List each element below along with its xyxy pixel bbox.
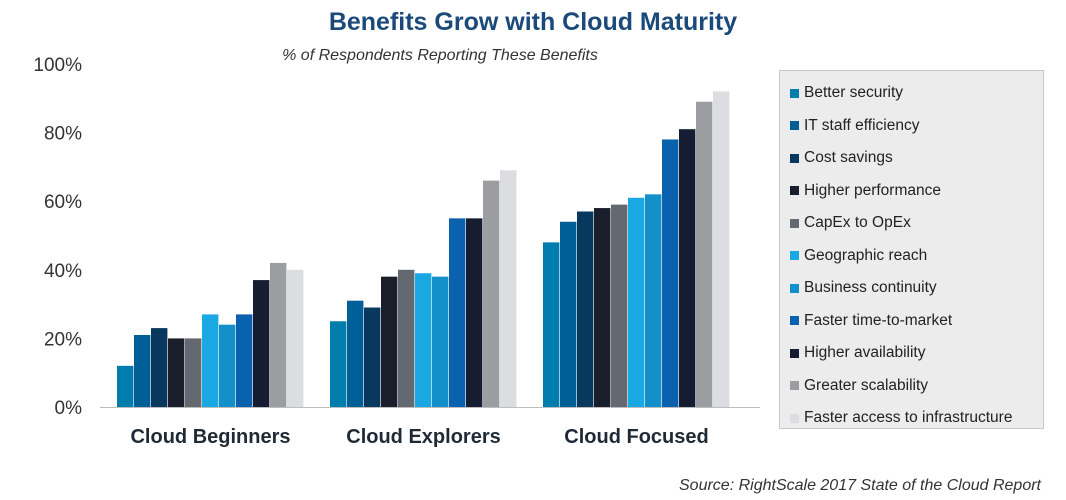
legend-label: Geographic reach bbox=[804, 246, 928, 264]
bar-0-1 bbox=[134, 334, 151, 407]
legend-label: Faster access to infrastructure bbox=[804, 409, 1013, 427]
legend-swatch bbox=[790, 186, 799, 196]
bar-2-9 bbox=[696, 101, 713, 407]
x-category-label: Cloud Focused bbox=[564, 426, 708, 448]
legend-swatch bbox=[790, 218, 799, 228]
source-note: Source: RightScale 2017 State of the Clo… bbox=[679, 477, 1041, 494]
legend-swatch bbox=[790, 283, 799, 293]
legend-label: Business continuity bbox=[804, 279, 937, 297]
bar-0-5 bbox=[202, 314, 219, 407]
legend-item: IT staff efficiency bbox=[790, 110, 1043, 143]
legend-swatch bbox=[790, 413, 799, 423]
bar-0-9 bbox=[270, 262, 287, 407]
bar-1-7 bbox=[449, 218, 466, 407]
y-tick-label: 80% bbox=[44, 124, 82, 145]
bar-2-2 bbox=[577, 211, 594, 407]
bar-1-0 bbox=[330, 321, 347, 407]
bar-0-7 bbox=[236, 314, 253, 407]
bar-0-6 bbox=[219, 324, 236, 407]
y-tick-label: 0% bbox=[55, 398, 83, 419]
legend-label: Greater scalability bbox=[804, 376, 929, 394]
y-tick-label: 40% bbox=[44, 261, 82, 282]
y-tick-label: 60% bbox=[44, 192, 82, 213]
bar-0-4 bbox=[185, 338, 202, 407]
bar-0-0 bbox=[117, 365, 134, 407]
x-category-label: Cloud Explorers bbox=[346, 426, 500, 448]
bar-chart: 0% 20% 40% 60% 80% 100% Cloud Beginners Cloud E… bbox=[33, 55, 760, 448]
legend-item: Higher availability bbox=[790, 337, 1043, 370]
legend-item: Greater scalability bbox=[790, 370, 1043, 403]
legend-item: Cost savings bbox=[790, 142, 1043, 175]
bar-0-2 bbox=[151, 328, 168, 407]
bar-2-4 bbox=[611, 204, 628, 407]
bar-2-3 bbox=[594, 208, 611, 407]
bar-1-1 bbox=[347, 300, 364, 407]
x-category-label: Cloud Beginners bbox=[130, 426, 290, 448]
bar-0-8 bbox=[253, 280, 270, 407]
legend-item: Higher performance bbox=[790, 175, 1043, 208]
legend-swatch bbox=[790, 381, 799, 391]
legend-item: Geographic reach bbox=[790, 240, 1043, 273]
legend-swatch bbox=[790, 121, 799, 131]
bar-2-7 bbox=[662, 139, 679, 407]
legend-label: Cost savings bbox=[804, 149, 893, 167]
legend-label: CapEx to OpEx bbox=[804, 214, 911, 232]
bar-1-9 bbox=[483, 180, 500, 407]
bar-1-10 bbox=[500, 170, 517, 407]
legend-swatch bbox=[790, 153, 799, 163]
legend-swatch bbox=[790, 251, 799, 261]
bar-2-6 bbox=[645, 194, 662, 407]
bar-2-10 bbox=[713, 91, 730, 407]
y-tick-label: 20% bbox=[44, 329, 82, 350]
legend-label: Better security bbox=[804, 84, 904, 102]
legend-label: Higher availability bbox=[804, 344, 926, 362]
legend-swatch bbox=[790, 316, 799, 326]
legend-item: CapEx to OpEx bbox=[790, 207, 1043, 240]
chart-legend: Better security IT staff efficiency Cost s… bbox=[779, 70, 1044, 429]
bar-2-0 bbox=[543, 242, 560, 407]
legend-swatch bbox=[790, 88, 799, 98]
bar-1-2 bbox=[364, 307, 381, 407]
legend-label: Faster time-to-market bbox=[804, 311, 953, 329]
bar-1-3 bbox=[381, 276, 398, 407]
bar-0-3 bbox=[168, 338, 185, 407]
bar-2-5 bbox=[628, 197, 645, 407]
chart-subtitle: % of Respondents Reporting These Benefit… bbox=[282, 47, 598, 64]
legend-item: Better security bbox=[790, 77, 1043, 110]
chart-title: Benefits Grow with Cloud Maturity bbox=[328, 8, 738, 36]
legend-label: Higher performance bbox=[804, 181, 941, 199]
bar-1-4 bbox=[398, 269, 415, 407]
bar-2-1 bbox=[560, 221, 577, 407]
legend-swatch bbox=[790, 348, 799, 358]
bar-1-8 bbox=[466, 218, 483, 407]
legend-label: IT staff efficiency bbox=[804, 116, 920, 134]
bar-1-5 bbox=[415, 273, 432, 407]
legend-item: Faster access to infrastructure bbox=[790, 402, 1043, 435]
bar-2-8 bbox=[679, 129, 696, 408]
legend-item: Business continuity bbox=[790, 272, 1043, 305]
bar-1-6 bbox=[432, 276, 449, 407]
y-tick-label: 100% bbox=[33, 55, 82, 76]
legend-item: Faster time-to-market bbox=[790, 305, 1043, 338]
bar-0-10 bbox=[287, 269, 304, 407]
